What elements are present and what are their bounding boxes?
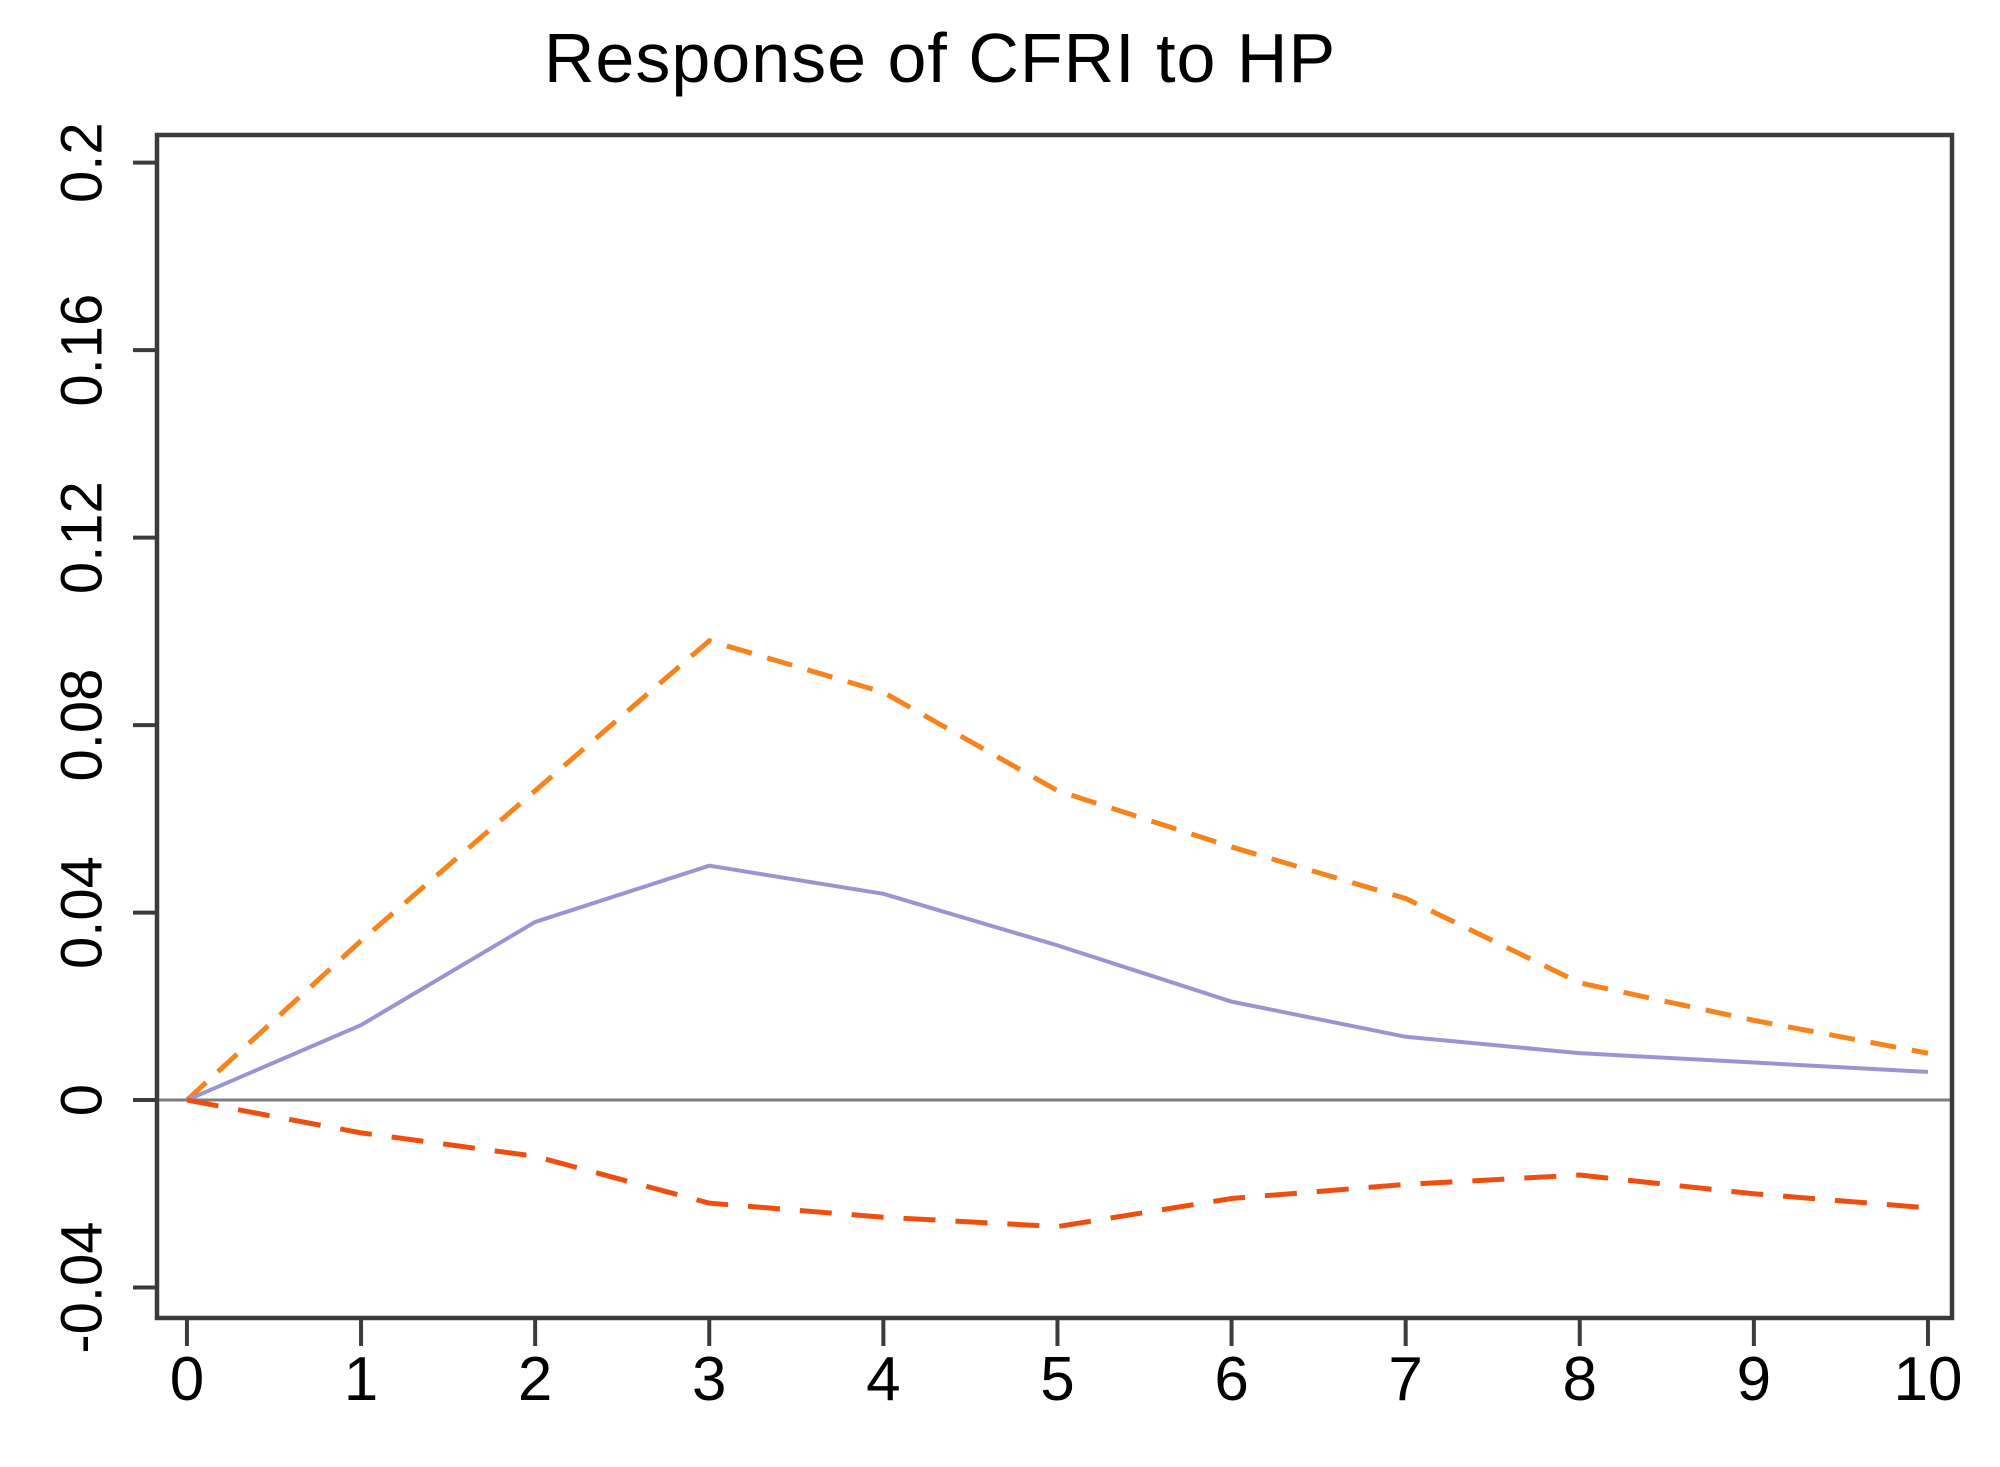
x-tick-label: 9 (1737, 1345, 1771, 1414)
x-tick-label: 4 (866, 1345, 900, 1414)
x-tick-label: 10 (1893, 1345, 1962, 1414)
x-tick-label: 7 (1388, 1345, 1422, 1414)
x-tick-label: 1 (344, 1345, 378, 1414)
chart-title: Response of CFRI to HP (543, 19, 1337, 97)
plot-box (154, 132, 1955, 1321)
y-tick-label: -0.04 (50, 1221, 115, 1353)
x-tick-label: 2 (518, 1345, 552, 1414)
x-tick-label: 8 (1563, 1345, 1597, 1414)
x-tick-label: 5 (1040, 1345, 1074, 1414)
impulse-response-line (186, 863, 1929, 1102)
x-tick-label: 6 (1214, 1345, 1248, 1414)
y-tick-label: 0.16 (50, 294, 115, 407)
y-tick-label: 0.08 (50, 669, 115, 782)
y-tick-label: 0.2 (50, 122, 115, 203)
upper-confidence-band-line (185, 637, 1929, 1102)
lower-confidence-band-line (186, 1097, 1929, 1230)
y-tick-label: 0.12 (50, 481, 115, 594)
y-tick-label: 0.04 (50, 856, 115, 969)
x-tick-label: 0 (170, 1345, 204, 1414)
y-tick-label: 0 (50, 1084, 115, 1116)
x-tick-label: 3 (692, 1345, 726, 1414)
